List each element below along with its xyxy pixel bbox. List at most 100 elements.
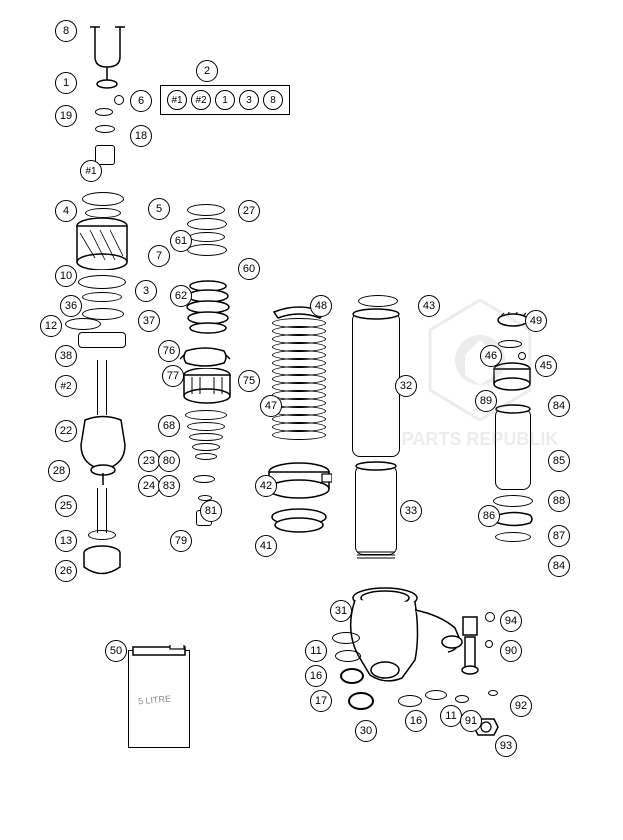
callout-18: 18 <box>130 125 152 147</box>
callout-87: 87 <box>548 525 570 547</box>
part-ring-12 <box>65 318 101 330</box>
callout-49: 49 <box>525 310 547 332</box>
callout-8: 8 <box>55 20 77 42</box>
callout-1: 1 <box>55 72 77 94</box>
part-valve-piston <box>182 368 232 406</box>
callout-68: 68 <box>158 415 180 437</box>
callout-85: 85 <box>548 450 570 472</box>
callout-92: 92 <box>510 695 532 717</box>
part-ring-83 <box>193 475 215 483</box>
callout-62: 62 <box>170 285 192 307</box>
callout-93: 93 <box>495 735 517 757</box>
callout-84: 84 <box>548 395 570 417</box>
part-ring-19 <box>95 108 113 116</box>
part-ring-16b <box>398 695 422 707</box>
part-ring-90 <box>485 640 493 648</box>
callout-91: 91 <box>460 710 482 732</box>
callout-5: 5 <box>148 198 170 220</box>
callout-16: 16 <box>405 710 427 732</box>
part-ring-6 <box>114 95 124 105</box>
part-ring-4 <box>82 192 124 206</box>
part-ring-86 <box>493 495 533 507</box>
callout-11: 11 <box>305 640 327 662</box>
callout-50: 50 <box>105 640 127 662</box>
part-shaft-upper <box>97 360 107 415</box>
callout-38: 38 <box>55 345 77 367</box>
callout-33: 33 <box>400 500 422 522</box>
part-fork-top <box>80 22 135 92</box>
callout-32: 32 <box>395 375 417 397</box>
part-piston-lower <box>75 415 131 487</box>
callout-11: 11 <box>440 705 462 727</box>
part-ring-91 <box>455 695 469 703</box>
part-spring <box>272 320 326 440</box>
callout-81: 81 <box>200 500 222 522</box>
part-bushing-17 <box>340 668 364 684</box>
callout-label: 2 <box>204 65 210 77</box>
callout-7: 7 <box>148 245 170 267</box>
part-piston-upper <box>75 218 129 270</box>
callout-80: 80 <box>158 450 180 472</box>
callout-16: 16 <box>305 665 327 687</box>
part-shim-stack-2 <box>185 408 227 460</box>
callout-30: 30 <box>355 720 377 742</box>
callout-12: 12 <box>40 315 62 337</box>
part-ring-18 <box>95 125 115 133</box>
callout-37: 37 <box>138 310 160 332</box>
callout-26: 26 <box>55 560 77 582</box>
legend-item: 3 <box>239 90 259 110</box>
svg-text:PARTS REPUBLIK: PARTS REPUBLIK <box>402 429 559 449</box>
part-valve-stem <box>455 615 485 680</box>
inner-tube-thread <box>355 550 397 564</box>
part-ring-10 <box>78 275 126 289</box>
callout-23: 23 <box>138 450 160 472</box>
callout-76: 76 <box>158 340 180 362</box>
callout-83: 83 <box>158 475 180 497</box>
part-shaft-lower <box>97 488 107 533</box>
callout-94: 94 <box>500 610 522 632</box>
callout-13: 13 <box>55 530 77 552</box>
part-bump-stop <box>185 280 231 338</box>
callout-19: 19 <box>55 105 77 127</box>
part-bushing-30 <box>348 692 374 710</box>
callout-48: 48 <box>310 295 332 317</box>
callout-43: 43 <box>418 295 440 317</box>
legend-box: #1 #2 1 3 8 <box>160 85 290 115</box>
callout-28: 28 <box>48 460 70 482</box>
callout-84: 84 <box>548 555 570 577</box>
callout-46: 46 <box>480 345 502 367</box>
callout-17: 17 <box>310 690 332 712</box>
callout-#2: #2 <box>55 375 77 397</box>
callout-#1: #1 <box>80 160 102 182</box>
callout-75: 75 <box>238 370 260 392</box>
callout-2-legend: 2 <box>196 60 218 82</box>
part-ring-11b <box>425 690 447 700</box>
part-ring-37 <box>82 308 124 320</box>
callout-25: 25 <box>55 495 77 517</box>
callout-27: 27 <box>238 200 260 222</box>
legend-item: #2 <box>191 90 211 110</box>
legend-item: 1 <box>215 90 235 110</box>
part-shim-stack-1 <box>187 202 227 256</box>
part-ring-16a <box>335 650 361 662</box>
part-ring-5 <box>85 208 121 218</box>
callout-24: 24 <box>138 475 160 497</box>
callout-90: 90 <box>500 640 522 662</box>
callout-61: 61 <box>170 230 192 252</box>
callout-3: 3 <box>135 280 157 302</box>
part-end-cap <box>82 545 122 580</box>
callout-42: 42 <box>255 475 277 497</box>
part-ring-92 <box>488 690 498 696</box>
callout-86: 86 <box>478 505 500 527</box>
callout-41: 41 <box>255 535 277 557</box>
callout-45: 45 <box>535 355 557 377</box>
exploded-diagram: PARTS REPUBLIK 2 #1 #2 1 3 8 <box>0 0 623 840</box>
part-ring-94 <box>485 612 495 622</box>
callout-31: 31 <box>330 600 352 622</box>
callout-10: 10 <box>55 265 77 287</box>
callout-4: 4 <box>55 200 77 222</box>
part-spring-base <box>270 508 328 534</box>
callout-22: 22 <box>55 420 77 442</box>
callout-88: 88 <box>548 490 570 512</box>
callout-47: 47 <box>260 395 282 417</box>
